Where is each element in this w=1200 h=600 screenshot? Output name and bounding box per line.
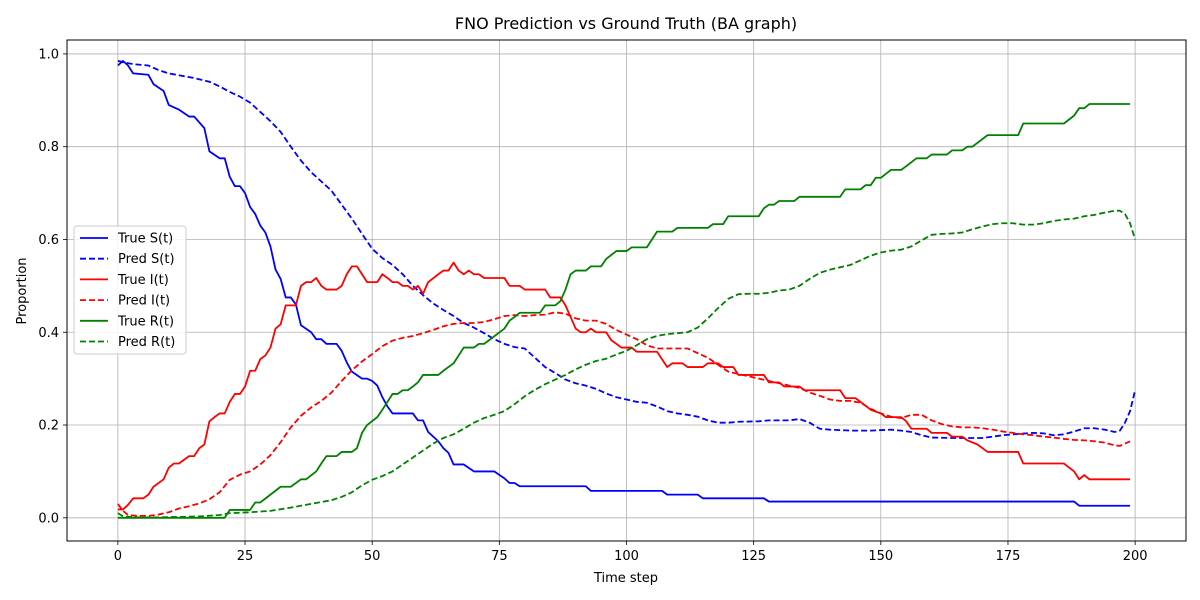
chart-title: FNO Prediction vs Ground Truth (BA graph… xyxy=(455,14,797,33)
legend-label: True S(t) xyxy=(117,232,173,247)
series-line-pred-i-t xyxy=(117,311,1131,517)
y-tick-label: 0.8 xyxy=(38,140,59,155)
y-tick-label: 1.0 xyxy=(38,47,59,62)
y-tick-label: 0.2 xyxy=(38,419,59,434)
x-axis-label: Time step xyxy=(593,571,658,586)
legend-label: Pred R(t) xyxy=(118,335,175,350)
y-tick-label: 0.0 xyxy=(38,511,59,526)
series-line-true-s-t xyxy=(117,59,1131,507)
y-axis-label: Proportion xyxy=(15,257,30,324)
x-tick-label: 50 xyxy=(364,549,381,564)
series-line-true-r-t xyxy=(117,103,1131,519)
x-tick-label: 0 xyxy=(114,549,122,564)
x-tick-label: 150 xyxy=(868,549,893,564)
grid-layer xyxy=(67,40,1186,541)
x-tick-label: 200 xyxy=(1123,549,1148,564)
legend-label: Pred I(t) xyxy=(118,294,170,309)
y-tick-label: 0.4 xyxy=(38,326,59,341)
x-tick-label: 25 xyxy=(237,549,254,564)
x-tick-label: 100 xyxy=(614,549,639,564)
series-line-pred-s-t xyxy=(117,60,1137,439)
series-line-true-i-t xyxy=(117,261,1131,511)
y-tick-label: 0.6 xyxy=(38,233,59,248)
legend-label: True R(t) xyxy=(117,314,174,329)
series-layer xyxy=(117,59,1137,519)
series-line-pred-r-t xyxy=(117,209,1136,519)
legend: True S(t) Pred S(t) True I(t) Pred I(t) True… xyxy=(73,225,187,355)
legend-label: Pred S(t) xyxy=(118,252,175,267)
legend-label: True I(t) xyxy=(117,273,169,288)
x-tick-label: 175 xyxy=(996,549,1021,564)
x-tick-label: 75 xyxy=(491,549,508,564)
x-tick-label: 125 xyxy=(741,549,766,564)
tick-layer: 0 25 50 75 100 125 150 175 200 0.0 0.2 0.4 0.6 0.8 1.0 xyxy=(38,47,1147,564)
